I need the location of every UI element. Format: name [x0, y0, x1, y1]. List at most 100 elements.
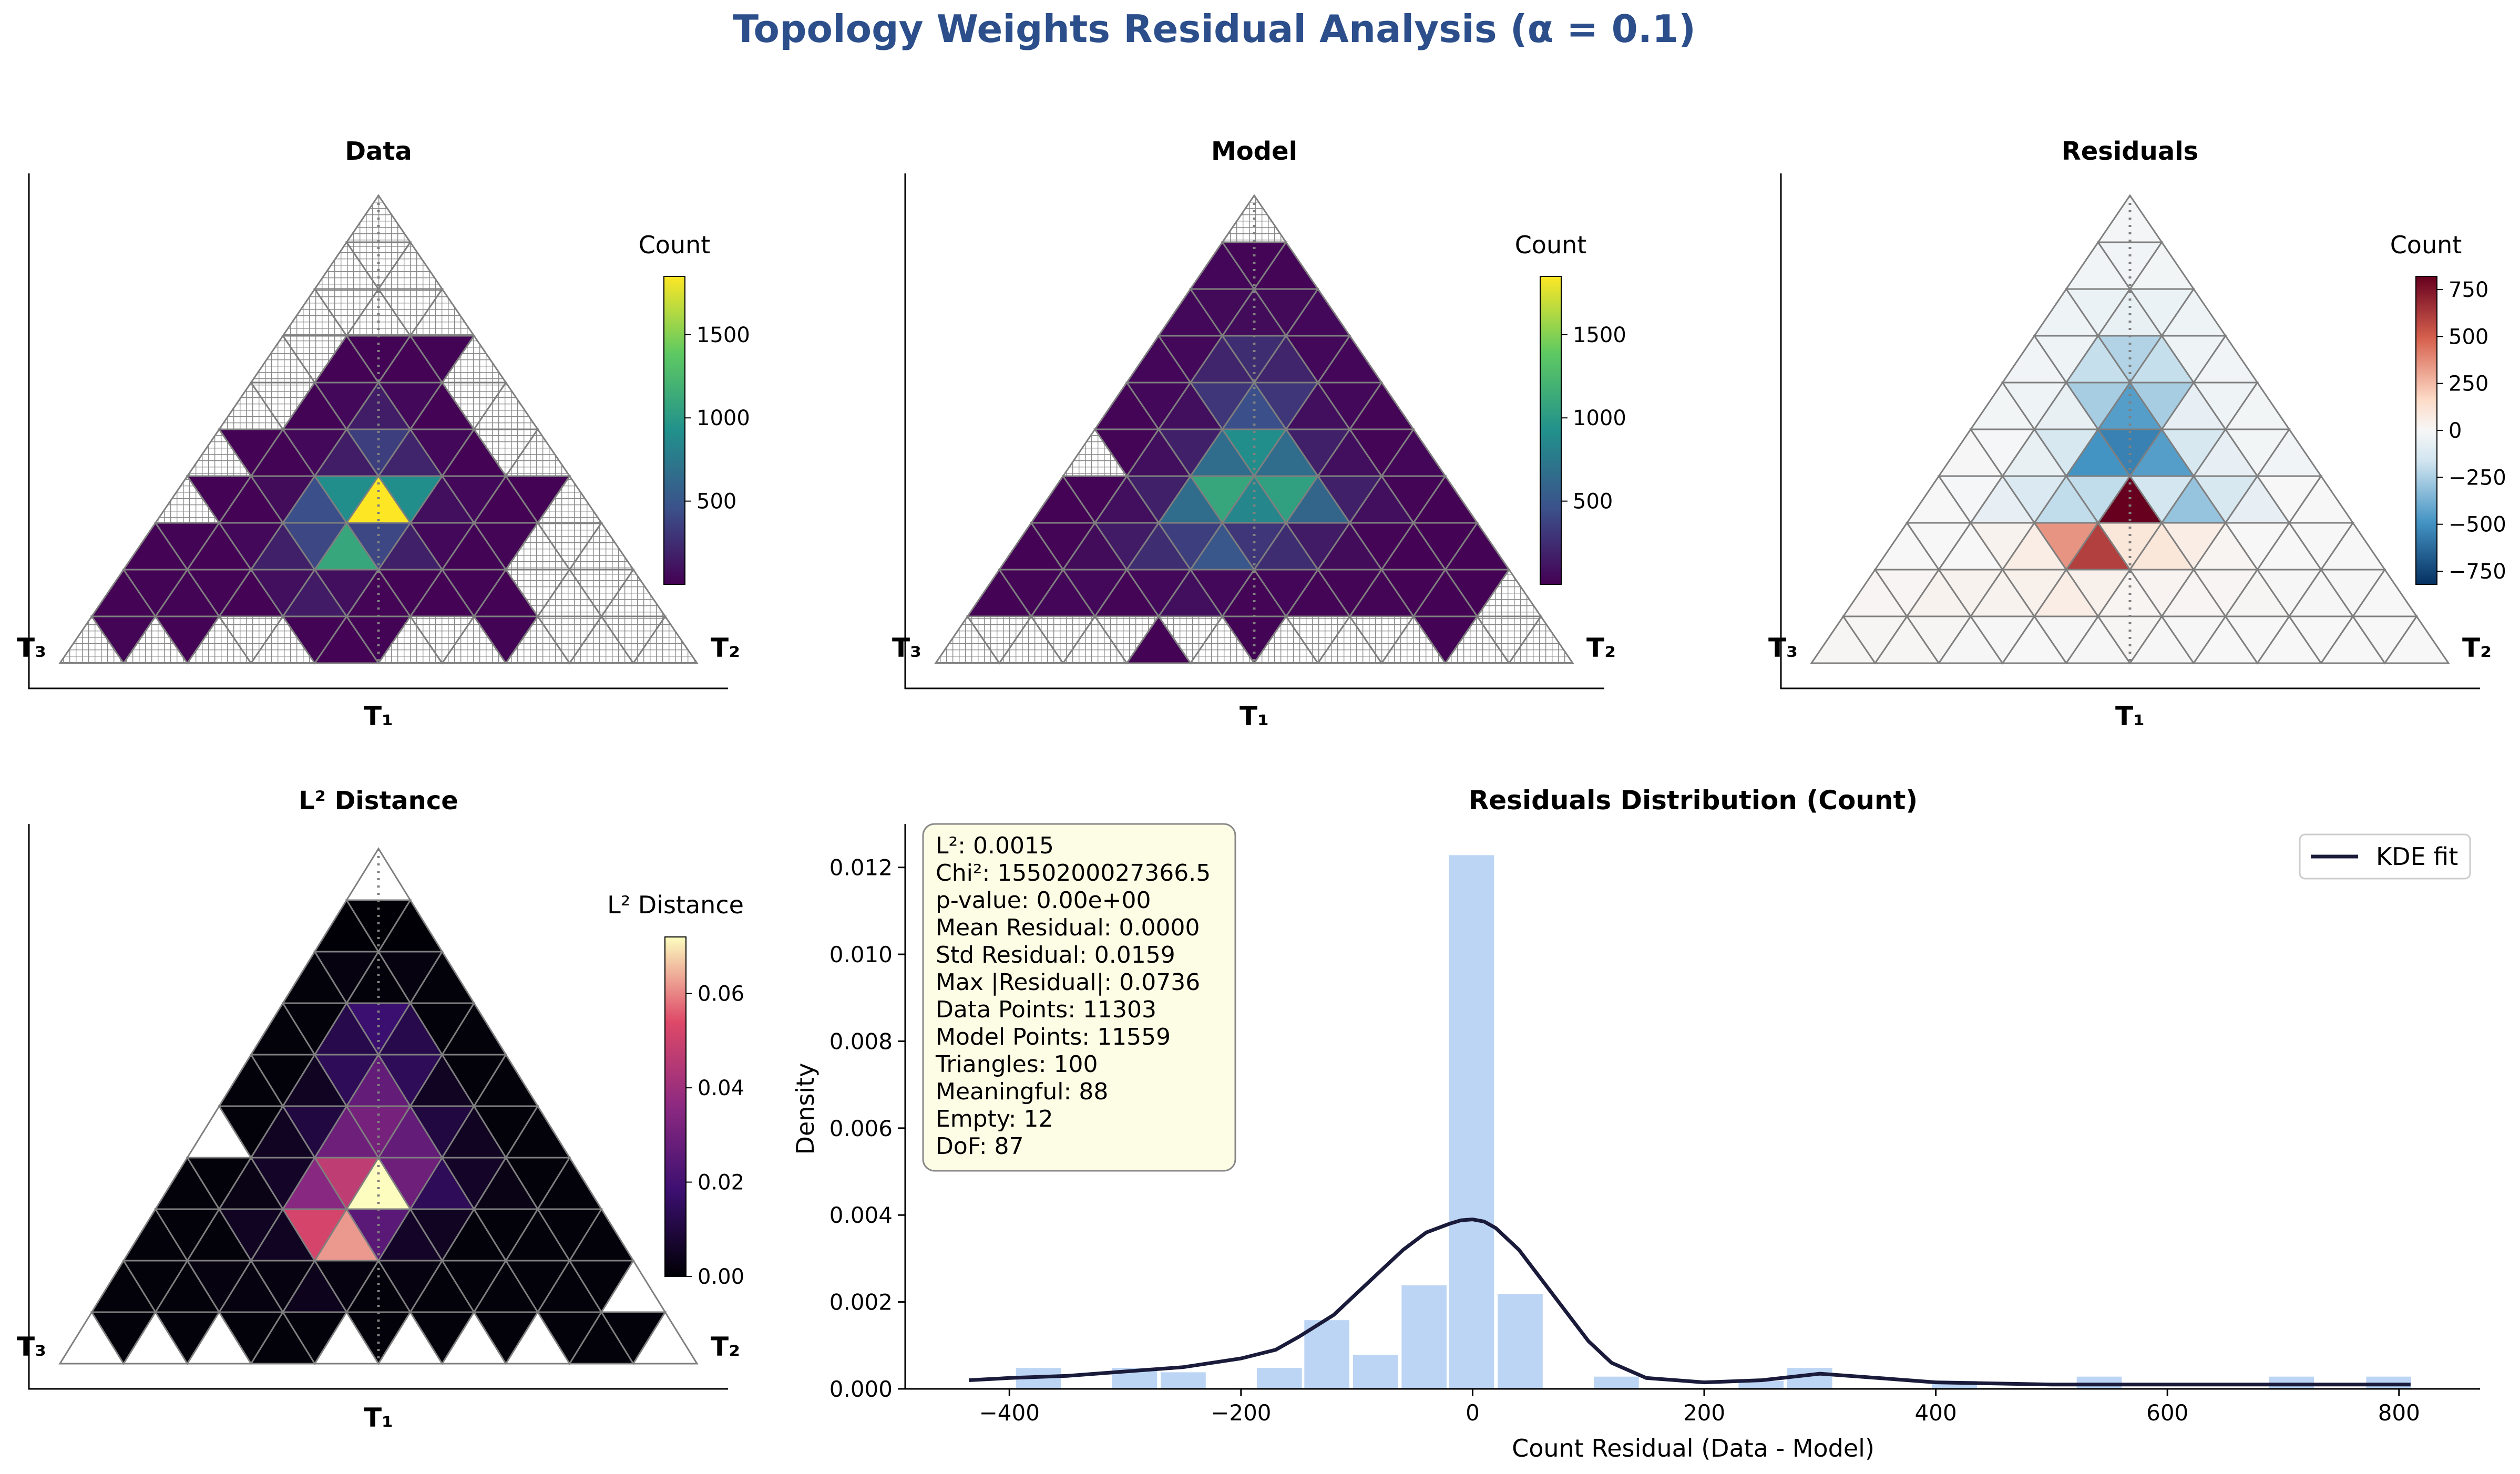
colorbar-label: Count [639, 231, 711, 259]
hist-title: Residuals Distribution (Count) [1469, 785, 1918, 816]
histogram-bar [1159, 1370, 1207, 1390]
colorbar-tick-label: −750 [2449, 560, 2506, 584]
stats-line: Max |Residual|: 0.0736 [936, 969, 1200, 996]
vertex-label-t3: T₃ [17, 1332, 46, 1362]
colorbar-l2: L² Distance 0.00 0.02 0.04 0.06 [607, 891, 744, 1289]
stats-line: Meaningful: 88 [936, 1078, 1108, 1105]
colorbar-data: Count 500 1000 1500 [639, 231, 750, 585]
colorbar-tick-label: 250 [2449, 372, 2488, 396]
vertex-label-t3: T₃ [892, 633, 921, 663]
colorbar-tick-label: 0.06 [698, 982, 744, 1006]
vertex-label-t2: T₂ [711, 633, 740, 663]
x-tick-label: 400 [1915, 1400, 1957, 1426]
x-tick-label: −200 [1211, 1400, 1271, 1426]
y-tick-label: 0.008 [829, 1028, 893, 1054]
x-tick-label: 200 [1683, 1400, 1725, 1426]
histogram-bar [1351, 1353, 1400, 1390]
axis-spines-residuals [1780, 173, 2480, 689]
axis-spines-data [28, 173, 728, 689]
colorbar-tick-label: 0 [2449, 419, 2462, 443]
legend-kde-label: KDE fit [2376, 842, 2458, 871]
x-tick-label: 800 [2378, 1400, 2420, 1426]
colorbar-tick-label: −250 [2449, 466, 2506, 490]
stats-line: Chi²: 1550200027366.5 [936, 860, 1211, 887]
colorbar-tick-label: 500 [1573, 490, 1613, 514]
vertex-label-t1: T₁ [2115, 701, 2145, 731]
stats-line: p-value: 0.00e+00 [936, 887, 1151, 914]
colorbar-tick-label: 0.02 [698, 1171, 744, 1195]
y-tick-label: 0.004 [829, 1202, 893, 1228]
stats-line: Empty: 12 [936, 1106, 1053, 1132]
stats-line: Mean Residual: 0.0000 [936, 914, 1200, 941]
stats-line: L²: 0.0015 [936, 832, 1054, 859]
vertex-label-t2: T₂ [1586, 633, 1616, 663]
colorbar-tick-label: 500 [2449, 325, 2488, 349]
vertex-label-t3: T₃ [1768, 633, 1798, 663]
y-tick-label: 0.006 [829, 1116, 893, 1141]
vertex-label-t2: T₂ [2462, 633, 2492, 663]
panel-title-model: Model [1211, 137, 1297, 166]
x-tick-label: 600 [2146, 1400, 2188, 1426]
x-axis-label: Count Residual (Data - Model) [1512, 1434, 1874, 1462]
vertex-label-t1: T₁ [364, 701, 393, 731]
stats-line: Data Points: 11303 [936, 996, 1156, 1023]
vertex-label-t1: T₁ [364, 1403, 393, 1433]
y-tick-label: 0.010 [829, 942, 893, 967]
colorbar-ticks-model: 500 1000 1500 [1561, 323, 1626, 514]
panel-data: Data T₃ T₂ T₁ Count 500 1000 1500 [17, 137, 750, 731]
histogram-bar [2364, 1375, 2413, 1390]
stats-line: DoF: 87 [936, 1133, 1024, 1160]
colorbar-label: Count [1515, 231, 1587, 259]
histogram-bar [1400, 1284, 1449, 1390]
vertex-label-t1: T₁ [1239, 701, 1269, 731]
ternary-cells-residuals [1810, 194, 2450, 665]
vertex-label-t3: T₃ [17, 633, 46, 663]
y-tick-label: 0.002 [829, 1290, 893, 1315]
stats-line: Triangles: 100 [935, 1051, 1098, 1078]
suptitle: Topology Weights Residual Analysis (α = … [733, 7, 1696, 51]
histogram-bar [1255, 1366, 1304, 1390]
stats-line: Model Points: 11559 [936, 1024, 1171, 1050]
colorbar-residuals: Count 750 500 250 0 −250 −500 −750 [2390, 231, 2506, 585]
ternary-cell [631, 615, 699, 664]
panel-title-data: Data [345, 137, 412, 166]
ternary-cells-model [934, 194, 1574, 665]
panel-model: Model T₃ T₂ T₁ Count 500 1000 1500 [892, 137, 1626, 731]
ternary-cell [2383, 615, 2450, 664]
histogram-bar [2267, 1375, 2316, 1390]
vertex-label-t2: T₂ [711, 1332, 740, 1362]
axis-spines-l2 [28, 824, 728, 1390]
ternary-cells-l2 [58, 847, 699, 1365]
colorbar-tick-label: 1500 [1573, 323, 1626, 347]
colorbar-tick-label: 1000 [1573, 406, 1626, 430]
colorbar-label: L² Distance [607, 891, 744, 919]
colorbar-model: Count 500 1000 1500 [1515, 231, 1626, 585]
colorbar-tick-label: −500 [2449, 513, 2506, 537]
y-tick-label: 0.012 [829, 855, 893, 881]
colorbar-tick-label: 500 [696, 490, 736, 514]
colorbar-tick-label: 1000 [696, 406, 750, 430]
histogram-bar [1496, 1292, 1544, 1390]
colorbar-tick-label: 0.00 [698, 1265, 744, 1289]
stats-line: Std Residual: 0.0159 [936, 942, 1175, 968]
ternary-cells-data [58, 194, 699, 665]
x-tick-label: −400 [979, 1400, 1040, 1426]
panel-residuals-distribution: Residuals Distribution (Count) −400 −200 0… [791, 785, 2480, 1462]
y-tick-label: 0.000 [829, 1376, 893, 1402]
x-axis-ticks: −400 −200 0 200 400 600 800 [979, 1389, 2420, 1426]
histogram-bar [1447, 853, 1496, 1390]
kde-curve [969, 1217, 2411, 1387]
colorbar-tick-label: 1500 [696, 323, 750, 347]
histogram-bar [2075, 1375, 2124, 1390]
x-tick-label: 0 [1466, 1400, 1480, 1426]
panel-title-l2: L² Distance [299, 786, 458, 816]
colorbar-ticks-l2: 0.00 0.02 0.04 0.06 [686, 982, 744, 1289]
histogram-bar [1592, 1375, 1641, 1390]
panel-residuals: Residuals T₃ T₂ T₁ Count 750 500 250 0 −250 −… [1768, 137, 2506, 731]
panel-title-residuals: Residuals [2062, 137, 2198, 166]
colorbar-ticks-data: 500 1000 1500 [685, 323, 750, 514]
legend: KDE fit [2299, 833, 2471, 880]
colorbar-label: Count [2390, 231, 2462, 259]
